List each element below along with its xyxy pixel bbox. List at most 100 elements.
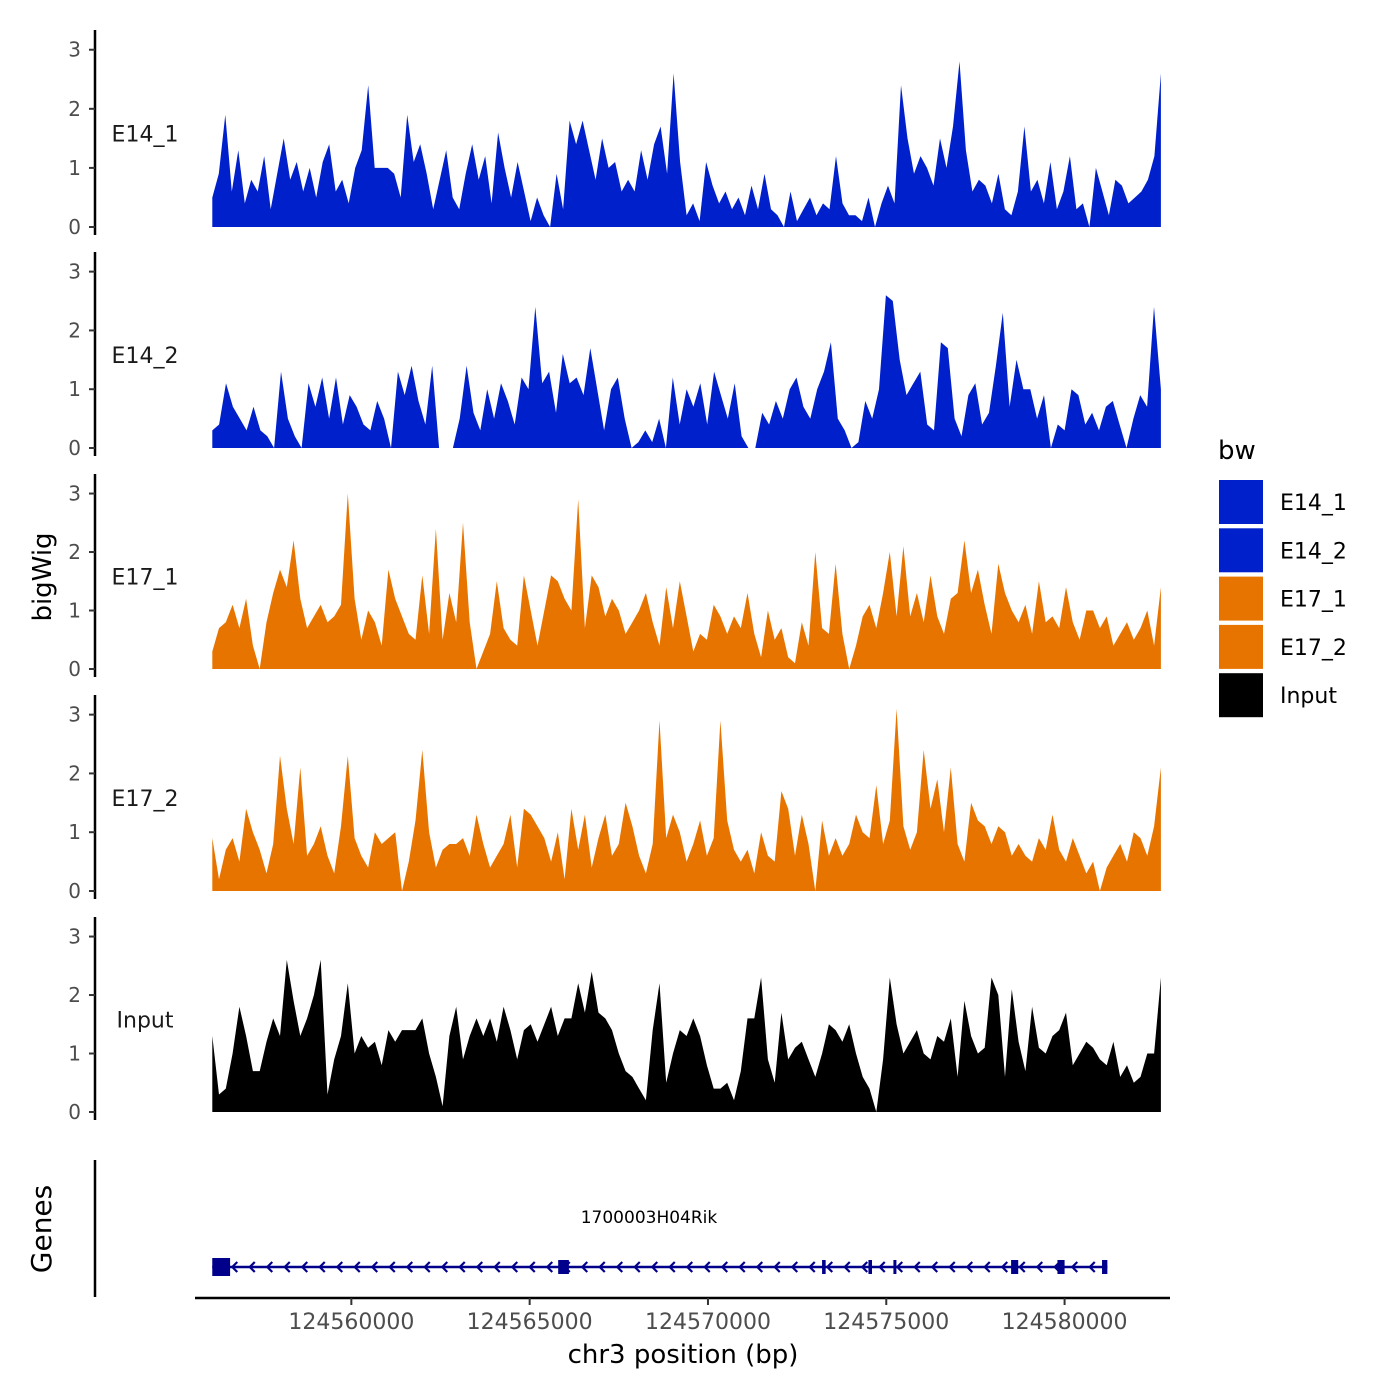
- strand-arrow: [353, 1261, 361, 1273]
- strand-arrow: [458, 1261, 466, 1273]
- y-tick-label-E14_2-2: 2: [68, 318, 81, 342]
- strand-arrow: [440, 1261, 449, 1273]
- strand-arrow: [615, 1261, 624, 1273]
- strand-arrow: [790, 1261, 799, 1273]
- y-tick-label-Input-2: 2: [68, 983, 81, 1007]
- y-tick-label-Input-1: 1: [68, 1042, 81, 1066]
- y-tick-label-E14_1-0: 0: [68, 215, 81, 239]
- strand-arrow: [370, 1261, 379, 1273]
- gene-exon: [822, 1260, 826, 1274]
- track-label-E14_2: E14_2: [112, 344, 179, 369]
- y-tick-label-Input-0: 0: [68, 1100, 81, 1124]
- strand-arrow: [388, 1261, 396, 1273]
- gene-exon: [212, 1258, 231, 1276]
- strand-arrow: [265, 1261, 274, 1273]
- track-label-E14_1: E14_1: [112, 123, 179, 148]
- gene-exon: [1057, 1260, 1065, 1274]
- legend-swatch-Input: [1219, 673, 1263, 718]
- y-tick-label-E14_1-2: 2: [68, 97, 81, 121]
- strand-arrow: [598, 1261, 606, 1273]
- legend-label-E14_2: E14_2: [1280, 539, 1347, 564]
- strand-arrow: [405, 1261, 414, 1273]
- legend-label-E14_1: E14_1: [1280, 491, 1347, 516]
- strand-arrow: [965, 1261, 974, 1273]
- track-label-E17_1: E17_1: [112, 566, 179, 591]
- strand-arrow: [930, 1261, 939, 1273]
- strand-arrow: [860, 1261, 869, 1273]
- strand-arrow: [283, 1261, 291, 1273]
- y-tick-label-E17_2-0: 0: [68, 879, 81, 903]
- strand-arrow: [493, 1261, 501, 1273]
- strand-arrow: [1070, 1261, 1079, 1273]
- strand-arrow: [895, 1261, 904, 1273]
- y-tick-label-E14_1-3: 3: [68, 38, 81, 62]
- coverage-area-E14_2: [212, 295, 1161, 448]
- strand-arrow: [1000, 1261, 1009, 1273]
- legend-title: bw: [1218, 436, 1256, 466]
- y-tick-label-E14_2-3: 3: [68, 260, 81, 284]
- y-tick-label-E17_1-2: 2: [68, 540, 81, 564]
- y-tick-label-Input-3: 3: [68, 925, 81, 949]
- x-tick-label-124575000: 124575000: [823, 1310, 949, 1335]
- strand-arrow: [773, 1261, 781, 1273]
- x-tick-label-124570000: 124570000: [645, 1310, 771, 1335]
- gene-exon: [1102, 1260, 1108, 1274]
- y-tick-label-E17_1-3: 3: [68, 482, 81, 506]
- y-axis-title: bigWig: [28, 532, 58, 621]
- gene-exon: [868, 1260, 873, 1274]
- strand-arrow: [633, 1261, 641, 1273]
- strand-arrow: [983, 1261, 991, 1273]
- strand-arrow: [230, 1261, 239, 1273]
- legend-swatch-E14_1: [1219, 480, 1263, 524]
- coverage-area-E17_2: [212, 708, 1161, 891]
- legend-swatch-E17_1: [1219, 576, 1263, 621]
- x-tick-label-124565000: 124565000: [467, 1310, 593, 1335]
- strand-arrow: [843, 1261, 851, 1273]
- legend-label-E17_1: E17_1: [1280, 588, 1347, 613]
- strand-arrow: [720, 1261, 729, 1273]
- strand-arrow: [808, 1261, 816, 1273]
- strand-arrow: [248, 1261, 256, 1273]
- y-tick-label-E17_1-0: 0: [68, 657, 81, 681]
- track-label-Input: Input: [117, 1009, 174, 1034]
- legend-label-Input: Input: [1280, 684, 1337, 709]
- strand-arrow: [335, 1261, 344, 1273]
- y-tick-label-E17_1-1: 1: [68, 599, 81, 623]
- track-label-E17_2: E17_2: [112, 787, 179, 812]
- gene-name-label: 1700003H04Rik: [581, 1208, 718, 1228]
- y-tick-label-E14_2-1: 1: [68, 377, 81, 401]
- legend-swatch-E14_2: [1219, 528, 1263, 573]
- strand-arrow: [475, 1261, 484, 1273]
- coverage-area-E14_1: [212, 61, 1161, 227]
- y-tick-label-E17_2-1: 1: [68, 820, 81, 844]
- strand-arrow: [1035, 1261, 1044, 1273]
- strand-arrow: [738, 1261, 746, 1273]
- coverage-area-Input: [212, 959, 1161, 1112]
- strand-arrow: [1018, 1261, 1026, 1273]
- strand-arrow: [318, 1261, 326, 1273]
- genes-track-title: Genes: [25, 1185, 58, 1273]
- strand-arrow: [668, 1261, 676, 1273]
- x-tick-label-124580000: 124580000: [1002, 1310, 1128, 1335]
- x-tick-label-124560000: 124560000: [288, 1310, 414, 1335]
- strand-arrow: [825, 1261, 834, 1273]
- y-tick-label-E17_2-3: 3: [68, 703, 81, 727]
- strand-arrow: [300, 1261, 309, 1273]
- strand-arrow: [650, 1261, 659, 1273]
- strand-arrow: [528, 1261, 536, 1273]
- coverage-area-E17_1: [212, 493, 1161, 669]
- x-axis-title: chr3 position (bp): [568, 1340, 799, 1370]
- gene-exon: [558, 1260, 569, 1274]
- strand-arrow: [1088, 1261, 1096, 1273]
- strand-arrow: [510, 1261, 519, 1273]
- legend-label-E17_2: E17_2: [1280, 636, 1347, 661]
- legend-swatch-E17_2: [1219, 624, 1263, 669]
- y-tick-label-E14_1-1: 1: [68, 156, 81, 180]
- y-tick-label-E14_2-0: 0: [68, 436, 81, 460]
- gene-exon: [893, 1260, 897, 1274]
- gene-exon: [1011, 1260, 1019, 1274]
- strand-arrow: [685, 1261, 694, 1273]
- strand-arrow: [545, 1261, 554, 1273]
- strand-arrow: [755, 1261, 764, 1273]
